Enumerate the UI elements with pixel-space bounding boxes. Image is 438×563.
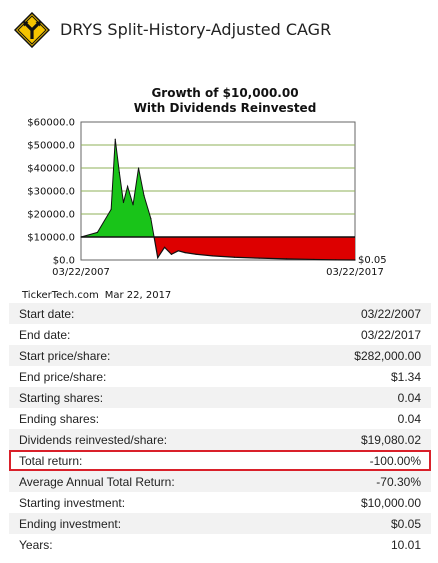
chart-subtitle: With Dividends Reinvested xyxy=(133,101,317,115)
data-point xyxy=(233,256,236,258)
row-label: Start price/share: xyxy=(19,348,111,363)
row-value: -70.30% xyxy=(376,474,421,489)
row-value: $0.05 xyxy=(390,516,421,531)
data-point xyxy=(114,138,116,140)
y-tick-label: $10000.0 xyxy=(27,233,75,244)
data-point xyxy=(96,231,99,233)
row-label: Total return: xyxy=(19,453,83,468)
data-point xyxy=(354,259,356,261)
y-tick-label: $20000.0 xyxy=(27,210,75,221)
table-row: Starting shares: 0.04 xyxy=(9,387,431,408)
row-value: $282,000.00 xyxy=(354,348,421,363)
header: DRYS Split-History-Adjusted CAGR xyxy=(14,12,434,48)
table-row: Starting investment: $10,000.00 xyxy=(9,492,431,513)
y-tick-label: $40000.0 xyxy=(27,164,75,175)
table-row: Dividends reinvested/share: $19,080.02 xyxy=(9,429,431,450)
credit-date: Mar 22, 2017 xyxy=(104,290,172,301)
data-point xyxy=(157,257,159,259)
row-label: Average Annual Total Return: xyxy=(19,474,175,489)
road-fork-sign-icon xyxy=(14,12,50,48)
table-row: Years: 10.01 xyxy=(9,534,431,555)
row-value: -100.00% xyxy=(369,453,421,468)
row-value: 0.04 xyxy=(397,390,421,405)
table-row: Ending shares: 0.04 xyxy=(9,408,431,429)
data-point xyxy=(118,172,120,174)
data-point xyxy=(150,218,152,220)
row-label: Dividends reinvested/share: xyxy=(19,432,168,447)
data-point xyxy=(211,255,214,257)
data-point xyxy=(143,195,145,197)
row-value: 0.04 xyxy=(397,411,421,426)
end-value-label: $0.05 xyxy=(358,255,387,266)
row-label: Ending investment: xyxy=(19,516,122,531)
data-point xyxy=(184,252,186,254)
y-tick-label: $50000.0 xyxy=(27,141,75,152)
chart-svg: $60000.0 $50000.0 $40000.0 $30000.0 $20000.0… xyxy=(27,118,387,279)
table-row: Average Annual Total Return: -70.30% xyxy=(9,471,431,492)
data-point xyxy=(122,201,125,204)
table-row: Start price/share: $282,000.00 xyxy=(9,345,431,366)
chart-credit: TickerTech.com Mar 22, 2017 xyxy=(22,290,177,301)
table-row: End date: 03/22/2017 xyxy=(9,324,431,345)
data-point xyxy=(80,236,82,238)
data-point xyxy=(258,257,260,259)
row-label: Starting investment: xyxy=(19,495,126,510)
row-value: $1.34 xyxy=(390,369,421,384)
row-label: End price/share: xyxy=(19,369,107,384)
data-point xyxy=(177,250,179,252)
data-point xyxy=(285,258,288,260)
row-label: Start date: xyxy=(19,306,75,321)
data-point xyxy=(335,259,337,261)
credit-source: TickerTech.com xyxy=(22,290,99,301)
row-label: Years: xyxy=(19,537,53,552)
x-tick-label-end: 03/22/2017 xyxy=(326,267,384,278)
data-point xyxy=(313,258,315,261)
data-point xyxy=(163,246,166,248)
data-point xyxy=(132,204,134,206)
row-value: $10,000.00 xyxy=(360,495,421,510)
row-label: Ending shares: xyxy=(19,411,100,426)
row-value: $19,080.02 xyxy=(360,432,421,447)
data-point xyxy=(170,253,173,255)
x-tick-label-start: 03/22/2007 xyxy=(52,267,110,278)
y-tick-label: $60000.0 xyxy=(27,118,75,129)
row-value: 03/22/2007 xyxy=(360,306,421,321)
chart-title: Growth of $10,000.00 xyxy=(151,86,299,100)
row-value: 03/22/2017 xyxy=(360,327,421,342)
y-tick-label: $30000.0 xyxy=(27,187,75,198)
row-label: End date: xyxy=(19,327,71,342)
growth-chart: Growth of $10,000.00 With Dividends Rein… xyxy=(0,82,438,292)
loss-area xyxy=(154,237,355,260)
table-row-highlighted: Total return: -100.00% xyxy=(9,450,431,471)
y-tick-label: $0.0 xyxy=(53,256,75,267)
table-row: Ending investment: $0.05 xyxy=(9,513,431,534)
table-row: End price/share: $1.34 xyxy=(9,366,431,387)
data-point xyxy=(137,167,140,169)
row-value: 10.01 xyxy=(390,537,421,552)
stats-table: Start date: 03/22/2007 End date: 03/22/2017… xyxy=(9,303,431,555)
row-label: Starting shares: xyxy=(19,390,104,405)
data-point xyxy=(110,208,112,210)
table-row: Start date: 03/22/2007 xyxy=(9,303,431,324)
loss-line xyxy=(153,236,356,261)
data-point xyxy=(126,185,129,187)
data-point xyxy=(195,253,197,255)
page-title: DRYS Split-History-Adjusted CAGR xyxy=(60,20,332,39)
